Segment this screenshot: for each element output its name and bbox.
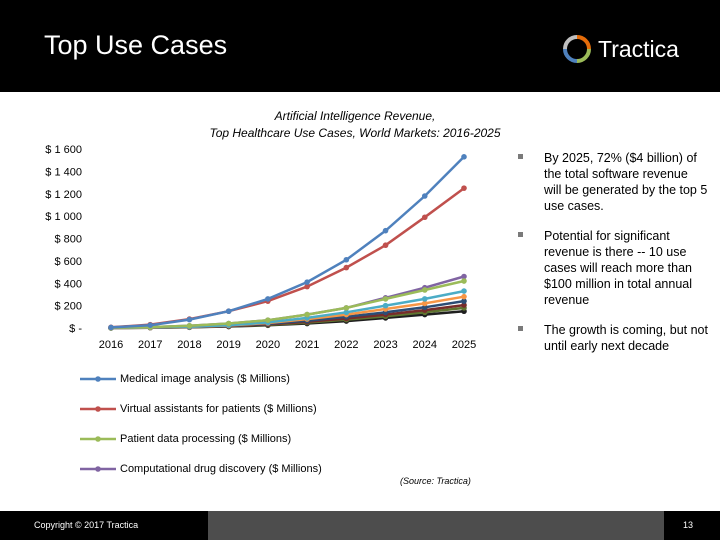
y-tick-label: $ 200 — [54, 301, 82, 313]
legend-label: Virtual assistants for patients ($ Milli… — [120, 403, 317, 415]
x-tick-label: 2023 — [373, 339, 397, 351]
tractica-logo: Tractica — [562, 33, 679, 65]
x-tick-label: 2025 — [452, 339, 476, 351]
legend-swatch-icon — [80, 436, 116, 442]
data-point — [186, 322, 193, 329]
chart-title: Artificial Intelligence Revenue, Top Hea… — [150, 108, 560, 142]
footer-band — [208, 511, 664, 540]
data-point — [304, 311, 310, 318]
page-number: 13 — [683, 520, 694, 530]
data-point — [461, 302, 467, 308]
y-tick-label: $ 1 000 — [45, 211, 82, 223]
x-tick-label: 2022 — [334, 339, 358, 351]
x-tick-label: 2018 — [177, 339, 201, 351]
data-point — [265, 317, 271, 323]
data-point — [421, 214, 428, 221]
bullet-list: By 2025, 72% ($4 billion) of the total s… — [518, 150, 708, 368]
data-point — [461, 293, 467, 300]
legend-label: Patient data processing ($ Millions) — [120, 433, 292, 445]
data-point — [186, 316, 193, 323]
data-point — [382, 227, 389, 234]
series-group — [108, 154, 467, 331]
bullet-square-icon — [518, 326, 523, 331]
data-point — [147, 322, 154, 329]
legend-item: Patient data processing ($ Millions) — [78, 424, 322, 454]
data-point — [461, 288, 467, 294]
bullet-text: Potential for significant revenue is the… — [544, 229, 693, 307]
bullet-text: The growth is coming, but not until earl… — [544, 323, 708, 353]
x-axis-ticks: 2016 2017 2018 2019 2020 2021 2022 2023 2024 2025 — [99, 339, 476, 351]
legend-swatch-icon — [80, 466, 116, 472]
series-layer — [108, 154, 467, 331]
legend-item: Computational drug discovery ($ Millions… — [78, 454, 322, 484]
data-point — [343, 309, 350, 316]
bullet-item: Potential for significant revenue is the… — [518, 228, 708, 308]
data-point — [343, 305, 350, 311]
y-tick-label: $ 1 600 — [45, 144, 82, 156]
series-line — [110, 279, 465, 330]
logo-text: Tractica — [598, 35, 679, 62]
x-tick-label: 2024 — [413, 339, 437, 351]
chart-legend: Medical image analysis ($ Millions) Virtu… — [78, 364, 322, 484]
bullet-item: By 2025, 72% ($4 billion) of the total s… — [518, 150, 708, 214]
chart-source: (Source: Tractica) — [400, 476, 471, 486]
y-tick-label: $ - — [69, 323, 82, 335]
page-title: Top Use Cases — [44, 30, 228, 60]
legend-item: Virtual assistants for patients ($ Milli… — [78, 394, 322, 424]
legend-swatch-icon — [80, 406, 116, 412]
tractica-logo-icon — [563, 35, 591, 63]
x-tick-label: 2019 — [216, 339, 240, 351]
bullet-text: By 2025, 72% ($4 billion) of the total s… — [544, 151, 708, 213]
data-point — [421, 300, 428, 307]
data-point — [225, 320, 232, 327]
data-point — [382, 302, 389, 309]
data-point — [382, 242, 389, 249]
legend-item: Medical image analysis ($ Millions) — [78, 364, 322, 394]
data-point — [225, 308, 232, 315]
data-point — [304, 279, 310, 285]
data-point — [265, 296, 271, 302]
y-tick-label: $ 600 — [54, 256, 82, 268]
legend-label: Computational drug discovery ($ Millions… — [120, 463, 322, 475]
data-point — [421, 193, 428, 199]
bullet-square-icon — [518, 232, 523, 237]
bullet-square-icon — [518, 154, 523, 159]
data-point — [343, 256, 350, 263]
y-tick-label: $ 1 200 — [45, 189, 82, 201]
series-group — [108, 278, 467, 331]
data-point — [108, 324, 114, 331]
bullet-item: The growth is coming, but not until earl… — [518, 322, 708, 354]
header-bar: Top Use Cases Tractica — [0, 0, 720, 92]
series-line — [110, 155, 465, 329]
y-tick-label: $ 1 400 — [45, 166, 82, 178]
footer-bar: Copyright © 2017 Tractica 13 — [0, 511, 720, 540]
data-point — [461, 298, 467, 304]
copyright-text: Copyright © 2017 Tractica — [34, 520, 139, 530]
chart-title-line-1: Artificial Intelligence Revenue, — [274, 109, 436, 123]
data-point — [461, 185, 467, 191]
x-tick-label: 2020 — [256, 339, 280, 351]
y-axis-ticks: $ 1 600 $ 1 400 $ 1 200 $ 1 000 $ 800 $ 600 $ … — [45, 144, 82, 335]
data-point — [461, 154, 467, 160]
data-point — [461, 273, 467, 280]
y-tick-label: $ 800 — [54, 234, 82, 246]
data-point — [461, 278, 467, 284]
data-point — [343, 264, 350, 271]
legend-swatch-icon — [80, 376, 116, 382]
y-tick-label: $ 400 — [54, 278, 82, 290]
legend-label: Medical image analysis ($ Millions) — [120, 373, 290, 385]
x-tick-label: 2017 — [138, 339, 162, 351]
data-point — [304, 283, 310, 290]
data-point — [421, 304, 428, 311]
chart-title-line-2: Top Healthcare Use Cases, World Markets:… — [209, 126, 501, 140]
data-point — [421, 296, 428, 302]
x-tick-label: 2016 — [99, 339, 123, 351]
data-point — [421, 287, 428, 293]
x-tick-label: 2021 — [295, 339, 319, 351]
data-point — [382, 296, 389, 302]
